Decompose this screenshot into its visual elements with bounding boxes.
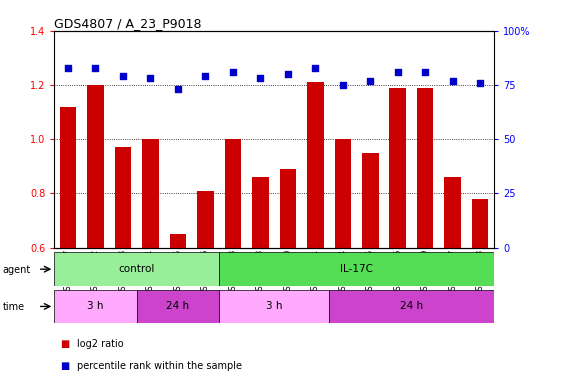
Text: log2 ratio: log2 ratio (77, 339, 124, 349)
Bar (389, 88, 406, 248)
Bar (219, 290, 329, 323)
Point (476, 80, 485, 86)
Point (256, 75, 265, 81)
Text: agent: agent (3, 265, 31, 275)
Point (393, 69, 403, 75)
Text: 24 h: 24 h (166, 301, 190, 311)
Text: ■: ■ (60, 361, 69, 371)
Bar (362, 153, 379, 248)
Text: 3 h: 3 h (87, 301, 104, 311)
Bar (142, 139, 159, 248)
Point (338, 82, 347, 88)
Bar (224, 139, 241, 248)
Point (311, 65, 320, 71)
Bar (329, 290, 494, 323)
Point (63, 65, 73, 71)
Point (118, 73, 127, 79)
Bar (115, 147, 131, 248)
Bar (417, 88, 433, 248)
Text: ■: ■ (60, 339, 69, 349)
Text: percentile rank within the sample: percentile rank within the sample (77, 361, 242, 371)
Point (365, 78, 375, 84)
Point (283, 71, 292, 77)
Point (448, 78, 457, 84)
Text: IL-17C: IL-17C (340, 264, 373, 274)
Bar (54, 290, 136, 323)
Text: time: time (3, 302, 25, 312)
Bar (252, 177, 268, 248)
Point (91, 65, 100, 71)
Text: control: control (119, 264, 155, 274)
Point (228, 69, 238, 75)
Point (421, 69, 430, 75)
Bar (280, 169, 296, 248)
Bar (136, 290, 219, 323)
Bar (197, 191, 214, 248)
Point (146, 75, 155, 81)
Text: 3 h: 3 h (266, 301, 282, 311)
Bar (335, 139, 351, 248)
Bar (54, 252, 219, 286)
Text: GDS4807 / A_23_P9018: GDS4807 / A_23_P9018 (54, 17, 202, 30)
Bar (170, 234, 186, 248)
Bar (60, 107, 77, 248)
Text: 24 h: 24 h (400, 301, 423, 311)
Bar (219, 252, 494, 286)
Point (201, 73, 210, 79)
Bar (87, 85, 104, 248)
Bar (472, 199, 488, 248)
Bar (307, 82, 324, 248)
Point (174, 86, 183, 93)
Bar (444, 177, 461, 248)
